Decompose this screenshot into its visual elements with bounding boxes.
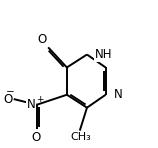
Text: O: O bbox=[3, 92, 12, 106]
Text: N: N bbox=[27, 98, 35, 111]
Text: O: O bbox=[31, 131, 41, 144]
Text: N: N bbox=[114, 88, 122, 101]
Text: CH₃: CH₃ bbox=[71, 132, 92, 142]
Text: −: − bbox=[6, 87, 15, 97]
Text: NH: NH bbox=[95, 48, 112, 61]
Text: +: + bbox=[36, 95, 44, 104]
Text: O: O bbox=[37, 33, 47, 46]
